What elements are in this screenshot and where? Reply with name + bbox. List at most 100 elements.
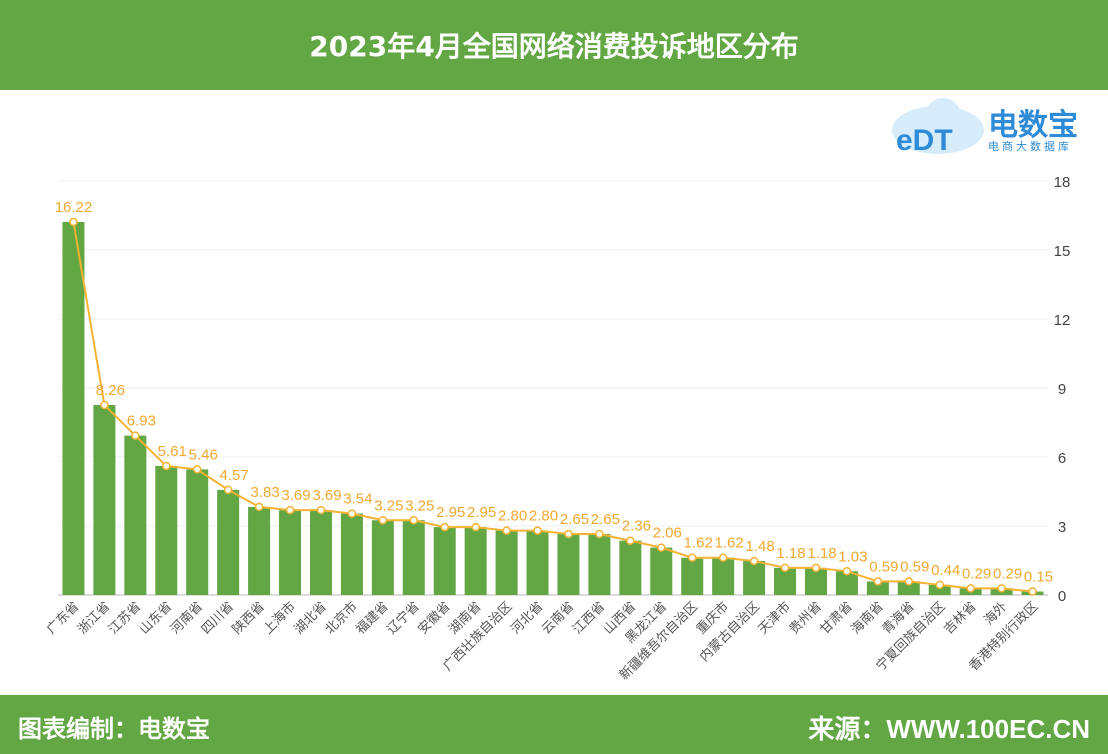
data-label: 0.59 bbox=[869, 558, 898, 575]
line-point bbox=[502, 526, 511, 535]
footer-band: 图表编制：电数宝 来源：WWW.100EC.CN bbox=[0, 695, 1108, 754]
bar bbox=[557, 534, 580, 595]
data-label: 5.46 bbox=[189, 446, 218, 463]
x-tick-label: 四川省 bbox=[199, 599, 237, 637]
svg-text:eDT: eDT bbox=[896, 124, 953, 157]
data-label: 2.65 bbox=[591, 511, 620, 528]
line-point bbox=[873, 577, 883, 586]
data-label: 3.25 bbox=[405, 497, 434, 514]
bar bbox=[866, 581, 889, 595]
bar bbox=[340, 513, 363, 595]
data-label: 3.54 bbox=[343, 491, 372, 508]
bar bbox=[93, 405, 116, 595]
y-tick-label: 6 bbox=[1058, 450, 1066, 467]
x-tick-label: 浙江省 bbox=[75, 599, 113, 637]
x-tick-label: 海南省 bbox=[848, 599, 887, 638]
x-tick-label: 福建省 bbox=[353, 599, 391, 637]
line-point bbox=[842, 567, 852, 576]
data-label: 1.62 bbox=[715, 535, 744, 552]
data-label: 1.18 bbox=[807, 545, 836, 562]
line-series bbox=[72, 221, 1033, 593]
line-point bbox=[223, 485, 233, 495]
x-tick-label: 陕西省 bbox=[230, 599, 268, 637]
x-tick-label: 天津市 bbox=[755, 599, 794, 638]
line-point bbox=[409, 516, 419, 525]
x-tick-label: 吉林省 bbox=[941, 599, 979, 637]
line-point bbox=[162, 461, 171, 471]
data-label: 2.65 bbox=[560, 511, 589, 528]
x-tick-label: 北京市 bbox=[322, 599, 361, 638]
line-point bbox=[347, 509, 357, 518]
bar bbox=[279, 510, 302, 595]
line-point bbox=[564, 529, 573, 539]
bar bbox=[309, 510, 332, 595]
bar bbox=[774, 567, 797, 595]
x-tick-label: 上海市 bbox=[260, 599, 299, 638]
bar bbox=[681, 557, 704, 595]
bar bbox=[248, 506, 271, 595]
line-point bbox=[254, 502, 264, 512]
y-tick-label: 9 bbox=[1058, 381, 1066, 398]
data-label: 16.22 bbox=[55, 199, 93, 216]
data-label: 1.62 bbox=[684, 535, 713, 552]
data-label: 2.95 bbox=[436, 504, 465, 521]
line-point bbox=[718, 553, 728, 562]
data-label: 2.95 bbox=[467, 504, 496, 521]
bar bbox=[495, 530, 518, 595]
data-label: 3.83 bbox=[250, 484, 279, 501]
data-label: 2.06 bbox=[653, 525, 682, 542]
data-label: 4.57 bbox=[220, 467, 249, 484]
bar bbox=[526, 530, 549, 595]
bar bbox=[62, 221, 85, 595]
data-label: 2.36 bbox=[622, 518, 651, 535]
line-point bbox=[749, 556, 759, 566]
bar bbox=[804, 567, 827, 595]
line-point bbox=[687, 553, 697, 562]
line-point bbox=[192, 465, 202, 474]
data-label: 3.25 bbox=[374, 497, 403, 514]
x-tick-label: 贵州省 bbox=[787, 599, 825, 637]
bar bbox=[217, 489, 240, 595]
bar bbox=[124, 435, 147, 595]
x-tick-label: 河北省 bbox=[508, 599, 546, 637]
line-point bbox=[440, 522, 449, 532]
data-source: 来源：WWW.100EC.CN bbox=[808, 714, 1090, 744]
cloud-logo-icon: eDT bbox=[892, 98, 984, 157]
chart-title: 2023年4月全国网络消费投诉地区分布 bbox=[0, 0, 1108, 90]
line-point bbox=[626, 536, 635, 545]
bar bbox=[650, 547, 673, 595]
data-label: 5.61 bbox=[158, 443, 187, 460]
bar bbox=[835, 571, 858, 595]
data-label: 3.69 bbox=[281, 487, 310, 504]
y-tick-label: 0 bbox=[1058, 588, 1066, 605]
line-point bbox=[131, 431, 140, 440]
line-point bbox=[285, 505, 295, 515]
line-point bbox=[595, 529, 604, 539]
data-label: 8.26 bbox=[96, 382, 125, 399]
bar bbox=[743, 560, 766, 595]
line-point bbox=[780, 563, 790, 573]
x-tick-label: 湖北省 bbox=[292, 599, 330, 637]
logo-subtitle: 电商大数据库 bbox=[988, 140, 1072, 153]
line-point bbox=[69, 217, 78, 227]
logo-name: 电数宝 bbox=[988, 108, 1078, 143]
bar bbox=[464, 527, 487, 595]
data-label: 0.29 bbox=[962, 565, 991, 582]
line-point bbox=[811, 563, 821, 573]
data-label: 2.80 bbox=[529, 508, 558, 525]
bar bbox=[897, 581, 920, 595]
line-point bbox=[316, 505, 326, 515]
bar bbox=[928, 584, 951, 595]
x-tick-label: 江苏省 bbox=[105, 599, 144, 638]
data-label: 1.18 bbox=[776, 545, 805, 562]
logo: eDT 电数宝 电商大数据库 bbox=[888, 92, 1103, 162]
line-point bbox=[904, 577, 914, 586]
data-label: 1.03 bbox=[838, 548, 867, 565]
data-label: 0.29 bbox=[993, 565, 1022, 582]
x-tick-label: 安徽省 bbox=[415, 599, 453, 637]
line-point bbox=[471, 522, 480, 532]
bar bbox=[155, 465, 178, 595]
y-tick-label: 15 bbox=[1054, 243, 1071, 260]
bar bbox=[186, 469, 209, 595]
line-point bbox=[1028, 587, 1037, 596]
